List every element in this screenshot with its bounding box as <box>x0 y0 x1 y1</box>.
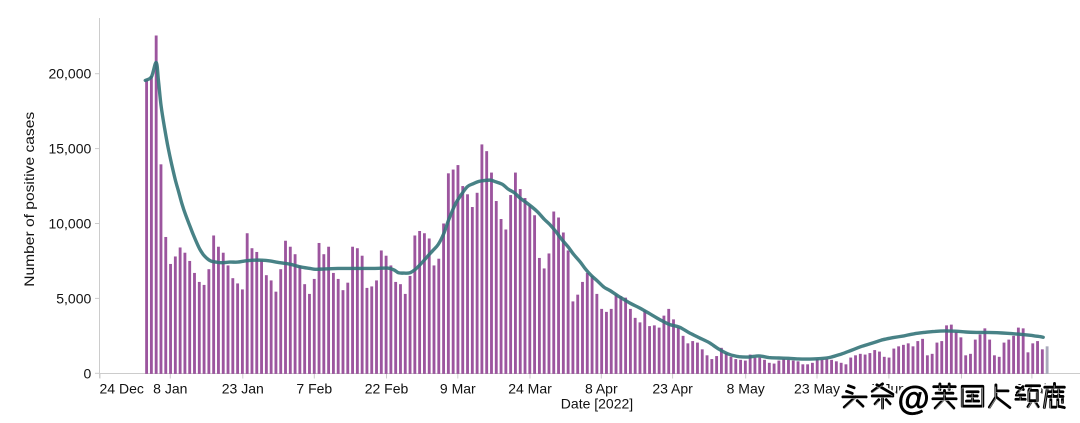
svg-text:24 Mar: 24 Mar <box>508 381 552 397</box>
svg-text:8 May: 8 May <box>727 381 765 397</box>
svg-text:5,000: 5,000 <box>56 290 91 306</box>
svg-text:22 Feb: 22 Feb <box>365 381 409 397</box>
svg-text:23 Apr: 23 Apr <box>652 381 693 397</box>
svg-text:15,000: 15,000 <box>48 141 91 157</box>
svg-text:10,000: 10,000 <box>48 216 91 232</box>
svg-text:23 May: 23 May <box>794 381 840 397</box>
svg-text:7 Feb: 7 Feb <box>296 381 332 397</box>
svg-text:8 Apr: 8 Apr <box>585 381 618 397</box>
svg-text:24 Dec: 24 Dec <box>100 381 144 397</box>
svg-text:8 Jan: 8 Jan <box>153 381 187 397</box>
svg-text:Number of positive cases: Number of positive cases <box>21 112 37 287</box>
svg-text:23 Jan: 23 Jan <box>222 381 264 397</box>
svg-text:Date [2022]: Date [2022] <box>561 396 633 412</box>
svg-text:0: 0 <box>84 365 92 381</box>
svg-text:20,000: 20,000 <box>48 66 91 82</box>
svg-text:9 Mar: 9 Mar <box>440 381 476 397</box>
svg-text:@: @ <box>898 380 930 417</box>
svg-text:@: @ <box>898 380 930 417</box>
